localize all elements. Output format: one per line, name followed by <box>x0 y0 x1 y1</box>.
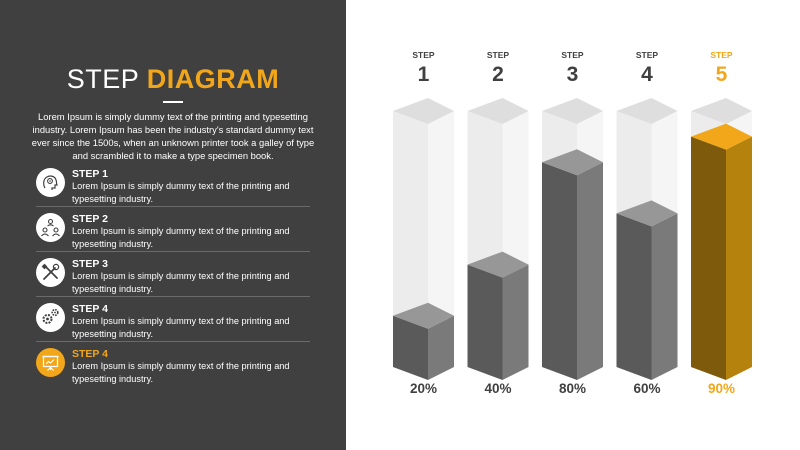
step-number-label: 5 <box>716 63 728 86</box>
page-title: STEP DIAGRAM <box>0 64 346 95</box>
step-title: STEP 4 <box>72 348 108 360</box>
step-title: STEP 2 <box>72 213 108 225</box>
step-title: STEP 1 <box>72 168 108 180</box>
step-prefix-label: STEP <box>710 50 733 60</box>
value-label: 90% <box>708 381 735 396</box>
step-item-1: STEP 1 Lorem Ipsum is simply dummy text … <box>36 166 310 210</box>
step-item-3: STEP 3 Lorem Ipsum is simply dummy text … <box>36 256 310 300</box>
step-number-label: 1 <box>418 63 430 86</box>
title-underline <box>163 101 183 103</box>
step-prefix-label: STEP <box>412 50 435 60</box>
bar-step-5-front <box>691 136 726 380</box>
left-panel: STEP DIAGRAM Lorem Ipsum is simply dummy… <box>0 0 346 450</box>
step-text: Lorem Ipsum is simply dummy text of the … <box>72 316 290 339</box>
brain-gear-icon <box>36 168 65 197</box>
value-label: 20% <box>410 381 437 396</box>
bar-step-4-front <box>616 213 652 380</box>
step-prefix-label: STEP <box>487 50 510 60</box>
bar-step-4-top <box>616 200 678 227</box>
ghost-column-3-top <box>542 98 603 124</box>
ghost-column-2-top <box>467 98 529 124</box>
divider <box>36 296 310 297</box>
divider <box>36 341 310 342</box>
step-number-label: 3 <box>567 63 579 86</box>
divider <box>36 251 310 252</box>
bar-step-2-side <box>502 264 529 380</box>
step-prefix-label: STEP <box>636 50 659 60</box>
step-text: Lorem Ipsum is simply dummy text of the … <box>72 271 290 294</box>
step-item-2: STEP 2 Lorem Ipsum is simply dummy text … <box>36 211 310 255</box>
step-number-label: 2 <box>492 63 504 86</box>
title-part-step: STEP <box>66 64 147 94</box>
value-label: 40% <box>484 381 511 396</box>
bar-step-3-top <box>542 149 603 176</box>
gears-icon <box>36 303 65 332</box>
bar-step-5-top <box>691 123 752 150</box>
step-text: Lorem Ipsum is simply dummy text of the … <box>72 361 290 384</box>
step-text: Lorem Ipsum is simply dummy text of the … <box>72 181 290 204</box>
divider <box>36 206 310 207</box>
bar-step-3-front <box>542 162 577 380</box>
step-number-label: 4 <box>641 63 653 86</box>
step-item-4: STEP 4 Lorem Ipsum is simply dummy text … <box>36 301 310 345</box>
title-part-diagram: DIAGRAM <box>146 64 280 94</box>
ghost-column-1-top <box>393 98 454 124</box>
bar-step-3-side <box>577 162 603 380</box>
step-title: STEP 3 <box>72 258 108 270</box>
bar-step-1-top <box>393 302 454 329</box>
bar-step-1-front <box>393 315 428 380</box>
team-icon <box>36 213 65 242</box>
ghost-column-4-top <box>616 98 678 124</box>
bar-step-5-side <box>726 136 752 380</box>
value-label: 60% <box>633 381 660 396</box>
bar-step-2-top <box>467 251 529 278</box>
presentation-icon <box>36 348 65 377</box>
tools-icon <box>36 258 65 287</box>
bar-step-1-side <box>428 315 454 380</box>
value-label: 80% <box>559 381 586 396</box>
step-item-5: STEP 4 Lorem Ipsum is simply dummy text … <box>36 346 310 390</box>
step-prefix-label: STEP <box>561 50 584 60</box>
step-column-chart: STEP 1 20% STEP 2 40% STEP 3 80% STEP 4 60% STEP 5 90% <box>393 50 752 396</box>
intro-text: Lorem Ipsum is simply dummy text of the … <box>31 111 315 161</box>
ghost-column-5-top <box>691 98 752 124</box>
bar-step-2-front <box>467 264 503 380</box>
bar-step-4-side <box>651 213 678 380</box>
step-title: STEP 4 <box>72 303 108 315</box>
step-text: Lorem Ipsum is simply dummy text of the … <box>72 226 290 249</box>
